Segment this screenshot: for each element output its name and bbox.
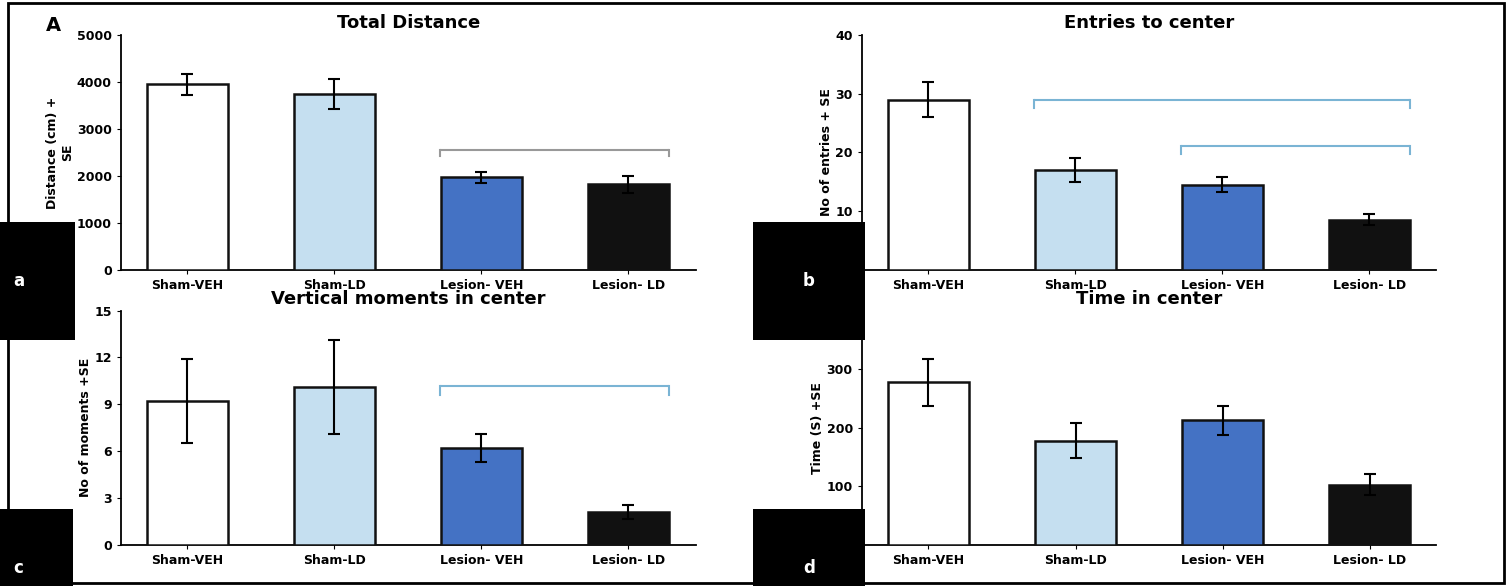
Y-axis label: No of entries + SE: No of entries + SE bbox=[820, 88, 833, 216]
Bar bbox=[1182, 420, 1263, 545]
Bar bbox=[588, 512, 668, 545]
Y-axis label: Distance (cm) +
SE: Distance (cm) + SE bbox=[47, 96, 74, 209]
Bar bbox=[588, 184, 668, 270]
Bar bbox=[888, 100, 969, 270]
Bar bbox=[293, 387, 375, 545]
Bar bbox=[442, 448, 522, 545]
Text: d: d bbox=[803, 560, 815, 577]
Bar bbox=[442, 177, 522, 270]
Title: Vertical moments in center: Vertical moments in center bbox=[271, 289, 546, 308]
Bar bbox=[1182, 185, 1263, 270]
Bar bbox=[1329, 220, 1409, 270]
Bar bbox=[147, 84, 228, 270]
Y-axis label: Time (S) +SE: Time (S) +SE bbox=[810, 382, 824, 473]
Title: Entries to center: Entries to center bbox=[1064, 14, 1234, 32]
Bar bbox=[147, 401, 228, 545]
Bar bbox=[1036, 441, 1116, 545]
Bar bbox=[1034, 170, 1116, 270]
Text: b: b bbox=[803, 272, 815, 290]
Bar bbox=[1329, 485, 1411, 545]
Text: a: a bbox=[14, 272, 24, 290]
Bar bbox=[293, 94, 375, 270]
Title: Time in center: Time in center bbox=[1077, 289, 1222, 308]
Bar bbox=[888, 382, 969, 545]
Text: c: c bbox=[14, 560, 24, 577]
Text: A: A bbox=[47, 16, 62, 35]
Title: Total Distance: Total Distance bbox=[337, 14, 479, 32]
Y-axis label: No of moments +SE: No of moments +SE bbox=[79, 358, 92, 498]
